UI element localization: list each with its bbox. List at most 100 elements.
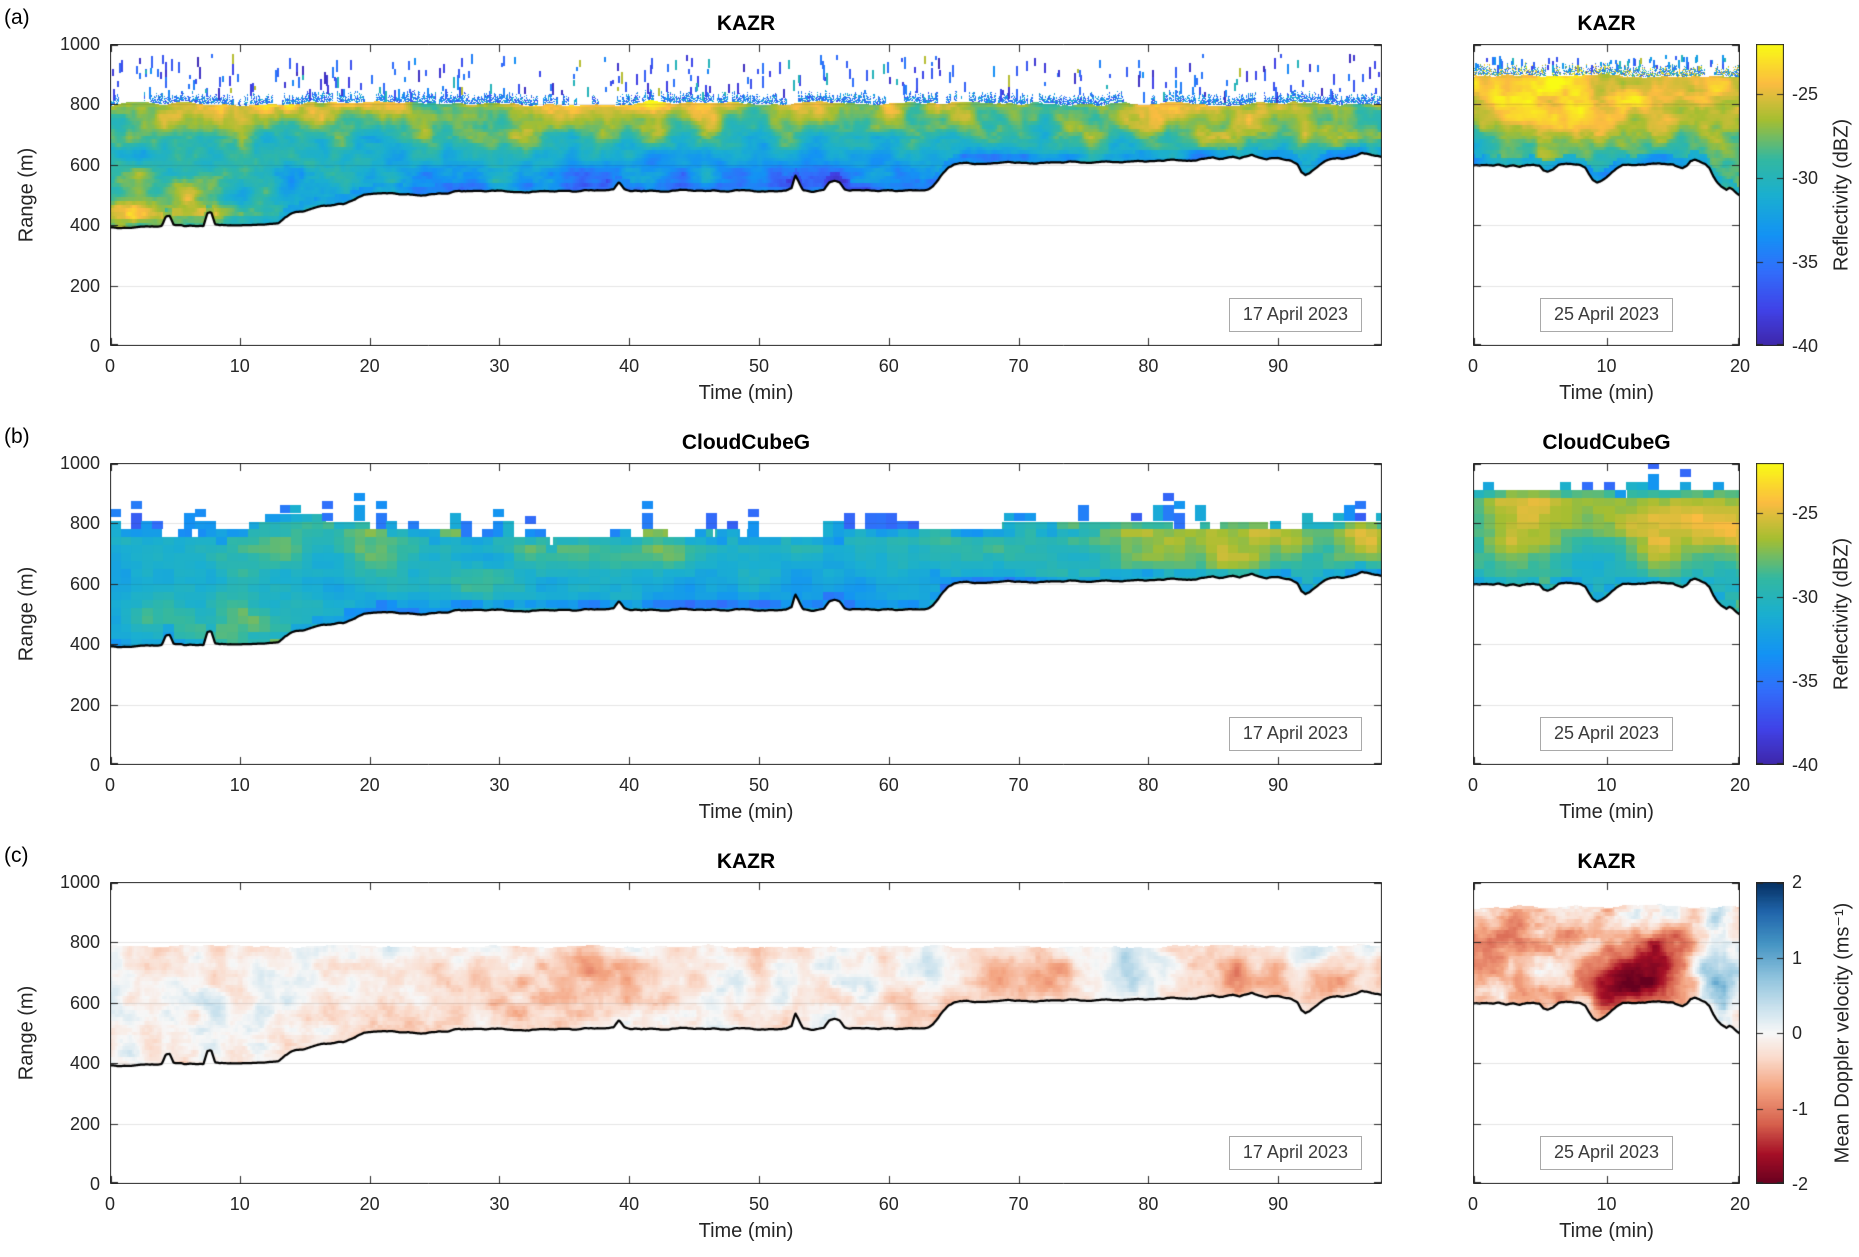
x-tick-label: 20 (359, 775, 380, 795)
x-tick-label: 10 (229, 356, 250, 376)
x-tick-label: 20 (359, 1194, 380, 1214)
x-tick-label: 90 (1268, 356, 1289, 376)
date-label: 17 April 2023 (1228, 1136, 1362, 1170)
colorbar-tick-label: -40 (1792, 755, 1819, 775)
x-tick-label: 10 (1596, 1194, 1617, 1214)
colorbar-tick-label: -25 (1792, 84, 1819, 105)
x-tick-label: 50 (748, 775, 769, 795)
y-tick-label: 800 (69, 513, 100, 534)
y-tick-label: 200 (69, 694, 100, 715)
date-label: 25 April 2023 (1539, 717, 1674, 751)
colorbar-tick-label: -40 (1792, 336, 1819, 356)
x-tick-label: 0 (1467, 775, 1478, 795)
y-tick-label: 600 (69, 154, 100, 175)
date-label: 25 April 2023 (1539, 298, 1674, 332)
plot-title: KAZR (1577, 850, 1636, 873)
panel-letter-c: (c) (4, 844, 29, 867)
x-tick-label: 70 (1008, 356, 1029, 376)
date-label-container: 25 April 2023 (1473, 298, 1740, 332)
y-tick-label: 600 (69, 573, 100, 594)
panel-letter-a: (a) (4, 6, 30, 29)
y-tick-label: 800 (69, 94, 100, 115)
date-label-container: 17 April 2023 (110, 717, 1362, 751)
kazr-doppler-25apr-canvas (1473, 882, 1740, 1184)
y-tick-label: 0 (89, 336, 100, 356)
plot-title: KAZR (716, 850, 776, 873)
cloudcubeg-reflectivity-25apr-canvas (1473, 463, 1740, 765)
y-tick-label: 0 (89, 1174, 100, 1194)
x-tick-label: 20 (1729, 775, 1751, 795)
x-axis-label: Time (min) (698, 801, 794, 823)
x-tick-label: 70 (1008, 775, 1029, 795)
doppler-velocity-colorbar (1756, 882, 1784, 1184)
x-tick-label: 40 (619, 356, 640, 376)
plot-title: KAZR (1577, 12, 1636, 35)
colorbar-label: Reflectivity (dBZ) (1830, 537, 1853, 691)
x-tick-label: 0 (104, 356, 115, 376)
reflectivity-colorbar-b (1756, 463, 1784, 765)
x-tick-label: 30 (489, 775, 510, 795)
x-tick-label: 50 (748, 356, 769, 376)
colorbar-tick-label: -25 (1792, 503, 1819, 524)
x-tick-label: 80 (1138, 775, 1159, 795)
date-label-container: 25 April 2023 (1473, 717, 1740, 751)
x-axis-label: Time (min) (1559, 1220, 1654, 1242)
x-tick-label: 20 (1729, 356, 1751, 376)
x-axis-label: Time (min) (698, 382, 794, 404)
y-tick-label: 400 (69, 215, 100, 236)
date-label-container: 17 April 2023 (110, 1136, 1362, 1170)
x-tick-label: 90 (1268, 775, 1289, 795)
x-tick-label: 10 (1596, 356, 1617, 376)
colorbar-label: Reflectivity (dBZ) (1830, 118, 1853, 272)
x-tick-label: 20 (359, 356, 380, 376)
x-tick-label: 60 (878, 775, 899, 795)
x-tick-label: 0 (1467, 356, 1478, 376)
x-tick-label: 60 (878, 1194, 899, 1214)
reflectivity-colorbar-a (1756, 44, 1784, 346)
x-tick-label: 50 (748, 1194, 769, 1214)
x-axis-label: Time (min) (698, 1220, 794, 1242)
x-tick-label: 0 (104, 1194, 115, 1214)
colorbar-tick-label: -35 (1792, 671, 1819, 692)
x-tick-label: 90 (1268, 1194, 1289, 1214)
plot-title: KAZR (716, 12, 776, 35)
y-tick-label: 1000 (59, 872, 100, 892)
y-tick-label: 0 (89, 755, 100, 775)
x-tick-label: 40 (619, 775, 640, 795)
y-tick-label: 1000 (59, 453, 100, 473)
colorbar-tick-label: -35 (1792, 252, 1819, 273)
x-tick-label: 0 (1467, 1194, 1478, 1214)
kazr-reflectivity-25apr-canvas (1473, 44, 1740, 346)
plot-title: CloudCubeG (1542, 431, 1671, 454)
cloudcubeg-reflectivity-17apr-canvas (110, 463, 1382, 765)
x-tick-label: 10 (1596, 775, 1617, 795)
y-tick-label: 400 (69, 634, 100, 655)
x-tick-label: 30 (489, 1194, 510, 1214)
x-axis-label: Time (min) (1559, 801, 1654, 823)
plot-title: CloudCubeG (681, 431, 811, 454)
colorbar-tick-label: 0 (1792, 1023, 1803, 1043)
date-label: 25 April 2023 (1539, 1136, 1674, 1170)
kazr-reflectivity-17apr-canvas (110, 44, 1382, 346)
colorbar-tick-label: 2 (1792, 872, 1803, 892)
x-tick-label: 80 (1138, 1194, 1159, 1214)
x-axis-label: Time (min) (1559, 382, 1654, 404)
x-tick-label: 30 (489, 356, 510, 376)
date-label: 17 April 2023 (1228, 717, 1362, 751)
x-tick-label: 20 (1729, 1194, 1751, 1214)
date-label-container: 25 April 2023 (1473, 1136, 1740, 1170)
colorbar-tick-label: -30 (1792, 168, 1819, 189)
x-tick-label: 60 (878, 356, 899, 376)
colorbar-tick-label: -30 (1792, 587, 1819, 608)
panel-letter-b: (b) (4, 425, 30, 448)
y-tick-label: 600 (69, 992, 100, 1013)
x-tick-label: 10 (229, 775, 250, 795)
y-tick-label: 400 (69, 1053, 100, 1074)
date-label: 17 April 2023 (1228, 298, 1362, 332)
y-tick-label: 800 (69, 932, 100, 953)
date-label-container: 17 April 2023 (110, 298, 1362, 332)
y-tick-label: 200 (69, 275, 100, 296)
colorbar-tick-label: -2 (1792, 1174, 1809, 1194)
x-tick-label: 80 (1138, 356, 1159, 376)
